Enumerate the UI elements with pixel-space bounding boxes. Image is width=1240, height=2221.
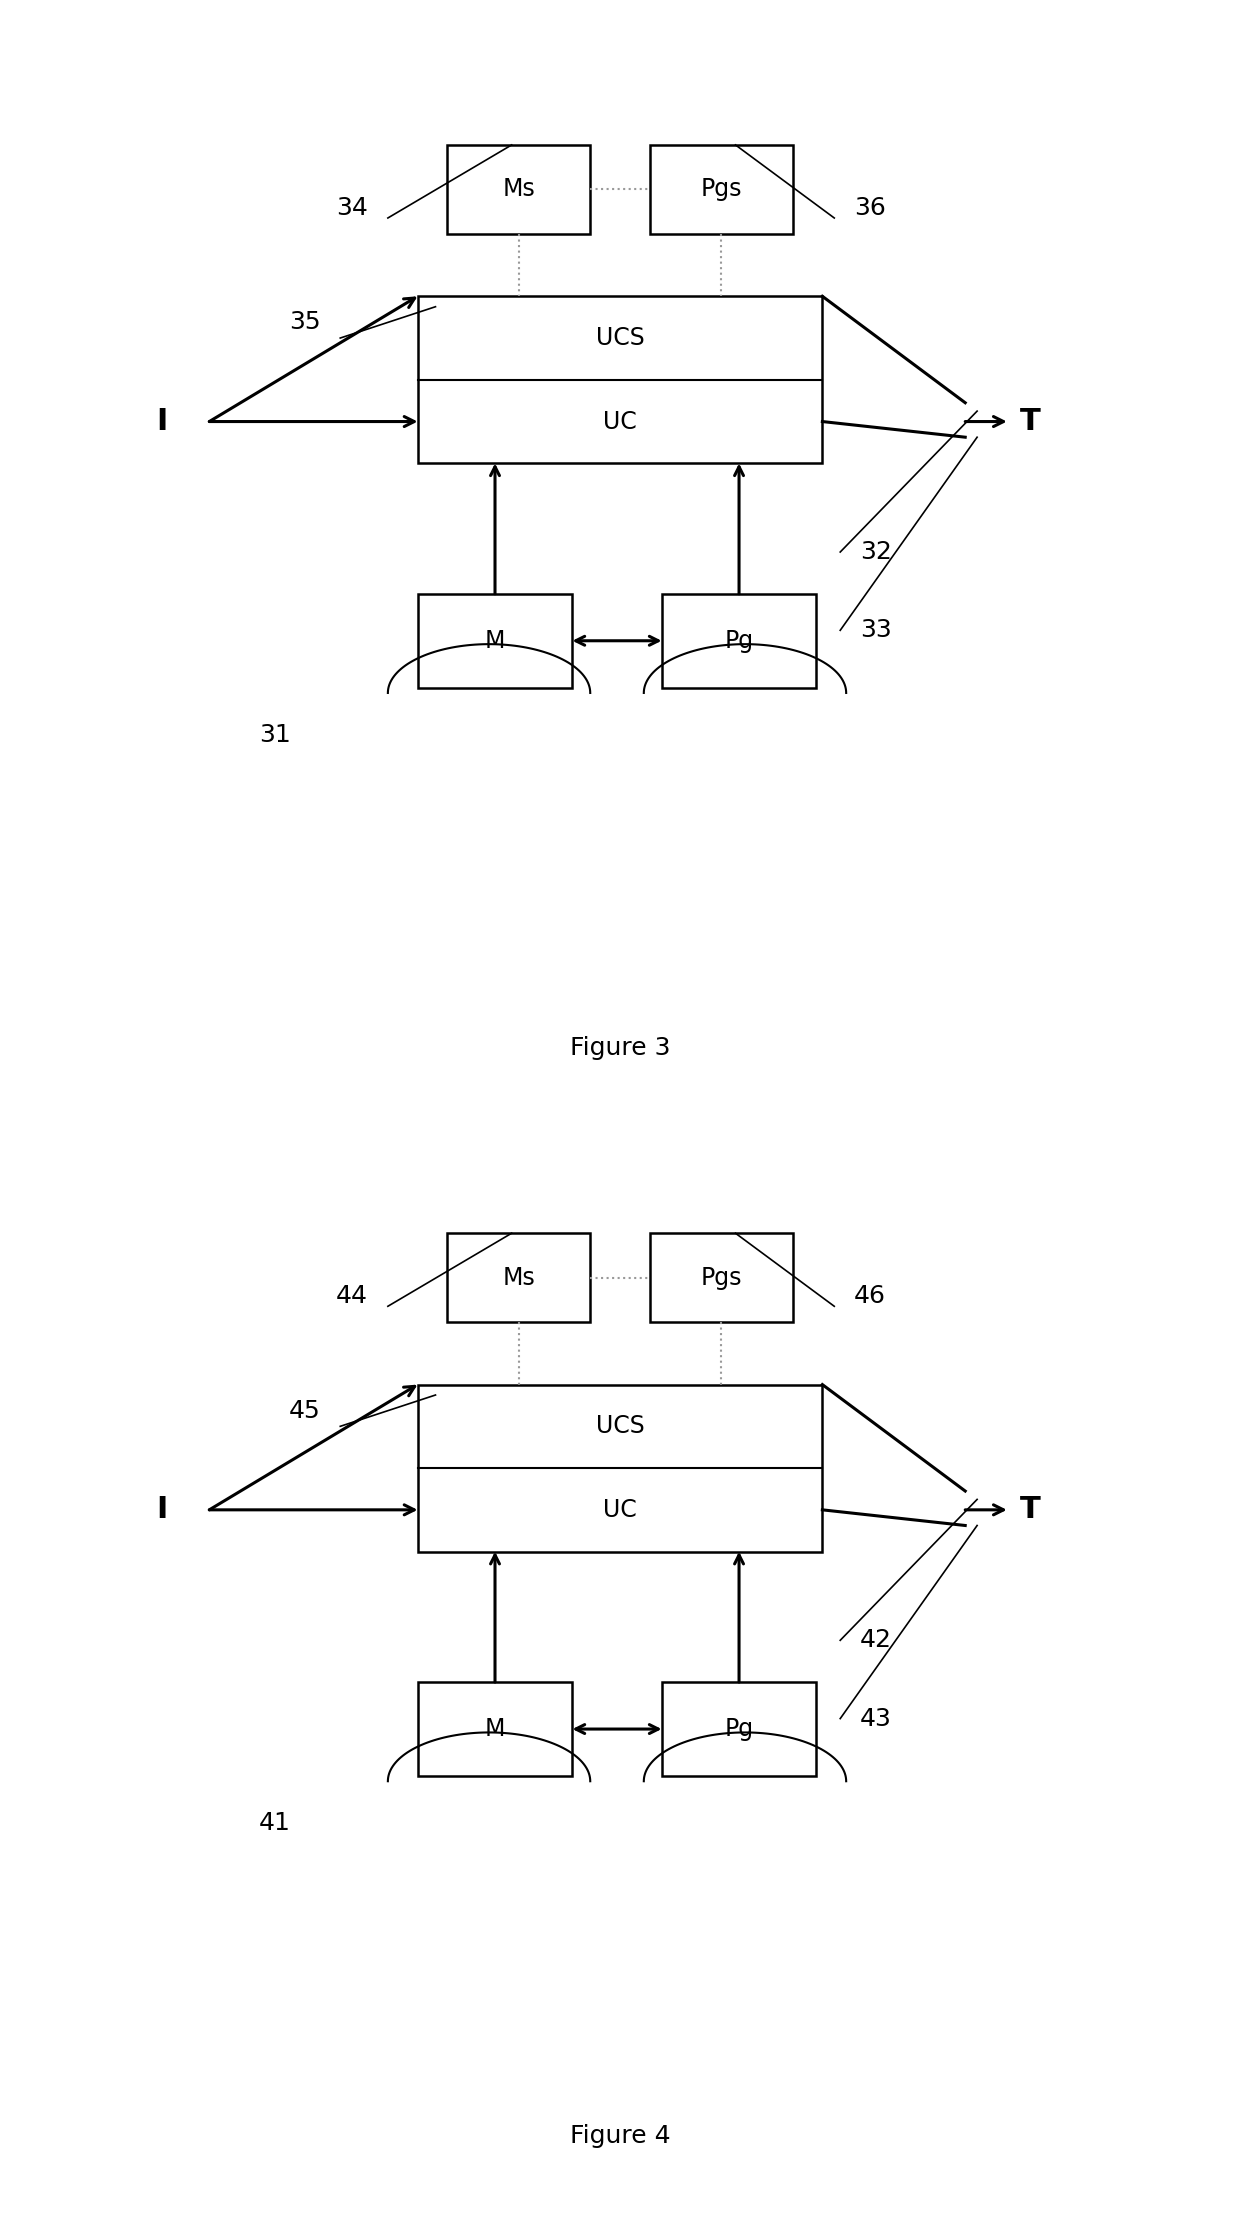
Text: Pg: Pg xyxy=(724,629,754,653)
Text: T: T xyxy=(1021,406,1042,435)
Text: 32: 32 xyxy=(861,540,892,564)
Text: I: I xyxy=(156,406,167,435)
Text: 43: 43 xyxy=(861,1706,892,1730)
Bar xyxy=(448,144,590,233)
Text: Pgs: Pgs xyxy=(701,178,742,202)
Text: UCS: UCS xyxy=(595,326,645,351)
Text: M: M xyxy=(485,1717,505,1741)
Text: 33: 33 xyxy=(861,617,892,642)
Text: UC: UC xyxy=(603,409,637,433)
Text: Figure 4: Figure 4 xyxy=(569,2123,671,2148)
Text: Pg: Pg xyxy=(724,1717,754,1741)
Bar xyxy=(418,1384,822,1552)
Text: Figure 3: Figure 3 xyxy=(569,1035,671,1059)
Text: T: T xyxy=(1021,1495,1042,1524)
Text: 46: 46 xyxy=(854,1284,887,1308)
Text: 36: 36 xyxy=(854,195,885,220)
Bar xyxy=(418,1681,573,1777)
Bar xyxy=(418,295,822,464)
Text: M: M xyxy=(485,629,505,653)
Bar xyxy=(662,1681,816,1777)
Text: Pgs: Pgs xyxy=(701,1266,742,1290)
Bar xyxy=(650,144,792,233)
Text: 45: 45 xyxy=(289,1399,320,1424)
Text: UCS: UCS xyxy=(595,1415,645,1439)
Text: I: I xyxy=(156,1495,167,1524)
Text: 41: 41 xyxy=(259,1810,290,1835)
Text: Ms: Ms xyxy=(502,178,536,202)
Bar xyxy=(418,593,573,689)
Text: UC: UC xyxy=(603,1497,637,1521)
Bar xyxy=(650,1233,792,1321)
Text: 42: 42 xyxy=(859,1628,892,1652)
Bar xyxy=(448,1233,590,1321)
Text: 34: 34 xyxy=(336,195,368,220)
Text: 31: 31 xyxy=(259,722,290,746)
Bar xyxy=(662,593,816,689)
Text: Ms: Ms xyxy=(502,1266,536,1290)
Text: 44: 44 xyxy=(336,1284,368,1308)
Text: 35: 35 xyxy=(289,311,320,335)
